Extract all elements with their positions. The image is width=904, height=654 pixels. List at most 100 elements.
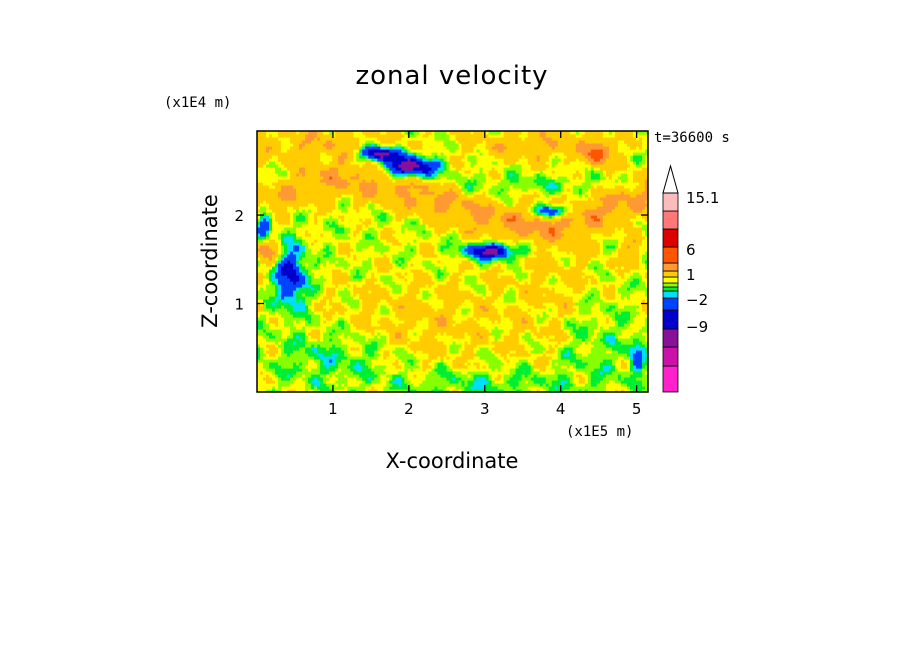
field-cell <box>368 215 372 219</box>
field-cell <box>278 311 282 315</box>
field-cell <box>359 326 363 330</box>
field-cell <box>368 320 372 324</box>
field-cell <box>263 245 267 249</box>
field-cell <box>260 284 264 288</box>
field-cell <box>362 203 366 207</box>
field-cell <box>287 134 291 138</box>
field-cell <box>314 224 318 228</box>
field-cell <box>299 239 303 243</box>
field-cell <box>356 197 360 201</box>
field-cell <box>260 320 264 324</box>
field-cell <box>272 245 276 249</box>
field-cell <box>281 380 285 384</box>
field-cell <box>335 203 339 207</box>
field-cell <box>287 167 291 171</box>
field-cell <box>356 170 360 174</box>
field-cell <box>350 152 354 156</box>
field-cell <box>281 245 285 249</box>
field-cell <box>353 344 357 348</box>
field-cell <box>278 383 282 387</box>
field-cell <box>347 155 351 159</box>
field-cell <box>344 254 348 258</box>
field-cell <box>356 158 360 162</box>
field-cell <box>263 152 267 156</box>
field-cell <box>299 317 303 321</box>
field-cell <box>353 338 357 342</box>
field-cell <box>323 170 327 174</box>
field-cell <box>317 140 321 144</box>
field-cell <box>356 263 360 267</box>
field-cell <box>344 266 348 270</box>
field-cell <box>299 374 303 378</box>
field-cell <box>272 149 276 153</box>
field-cell <box>305 272 309 276</box>
field-cell <box>302 368 306 372</box>
field-cell <box>320 371 324 375</box>
field-cell <box>308 140 312 144</box>
field-cell <box>326 173 330 177</box>
field-cell <box>275 278 279 282</box>
field-cell <box>305 239 309 243</box>
field-cell <box>293 323 297 327</box>
field-cell <box>329 356 333 360</box>
field-cell <box>338 314 342 318</box>
field-cell <box>320 149 324 153</box>
field-cell <box>281 239 285 243</box>
field-cell <box>329 197 333 201</box>
field-cell <box>311 143 315 147</box>
field-cell <box>308 170 312 174</box>
field-cell <box>305 374 309 378</box>
field-cell <box>293 134 297 138</box>
field-cell <box>263 290 267 294</box>
field-cell <box>320 308 324 312</box>
field-cell <box>296 209 300 213</box>
field-cell <box>311 374 315 378</box>
field-cell <box>308 296 312 300</box>
field-cell <box>284 236 288 240</box>
field-cell <box>335 356 339 360</box>
field-cell <box>272 158 276 162</box>
field-cell <box>320 386 324 390</box>
field-cell <box>272 350 276 354</box>
field-cell <box>290 248 294 252</box>
field-cell <box>278 203 282 207</box>
field-cell <box>347 341 351 345</box>
field-cell <box>260 386 264 390</box>
field-cell <box>329 332 333 336</box>
field-cell <box>332 188 336 192</box>
field-cell <box>341 155 345 159</box>
field-cell <box>317 233 321 237</box>
field-cell <box>323 218 327 222</box>
field-cell <box>296 245 300 249</box>
field-cell <box>338 245 342 249</box>
field-cell <box>305 188 309 192</box>
field-cell <box>302 299 306 303</box>
field-cell <box>350 323 354 327</box>
field-cell <box>278 320 282 324</box>
field-cell <box>263 359 267 363</box>
field-cell <box>365 215 369 219</box>
field-cell <box>356 311 360 315</box>
field-cell <box>308 257 312 261</box>
field-cell <box>335 335 339 339</box>
field-cell <box>350 335 354 339</box>
field-cell <box>281 251 285 255</box>
field-cell <box>302 275 306 279</box>
field-cell <box>344 347 348 351</box>
field-cell <box>314 131 318 135</box>
field-cell <box>296 170 300 174</box>
field-cell <box>326 230 330 234</box>
field-cell <box>338 335 342 339</box>
field-cell <box>350 140 354 144</box>
field-cell <box>317 329 321 333</box>
field-cell <box>269 350 273 354</box>
field-cell <box>302 137 306 141</box>
field-cell <box>296 320 300 324</box>
field-cell <box>344 278 348 282</box>
field-cell <box>260 344 264 348</box>
field-cell <box>332 305 336 309</box>
field-cell <box>350 215 354 219</box>
field-cell <box>323 275 327 279</box>
field-cell <box>329 200 333 204</box>
field-cell <box>317 365 321 369</box>
